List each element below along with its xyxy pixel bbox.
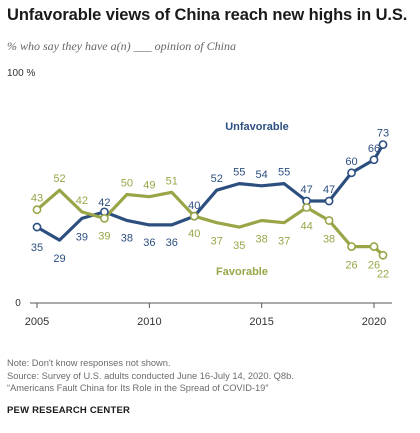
- unfavorable-point: [347, 168, 356, 178]
- favorable-data-label: 44: [300, 221, 312, 233]
- favorable-data-label: 35: [233, 240, 245, 252]
- favorable-data-label: 40: [188, 228, 200, 240]
- unfavorable-data-label: 42: [98, 197, 110, 209]
- unfavorable-data-label: 52: [211, 173, 223, 185]
- unfavorable-data-label: 47: [300, 184, 312, 196]
- x-tick-label: 2020: [362, 316, 386, 328]
- unfavorable-data-label: 29: [53, 253, 65, 265]
- favorable-data-label: 22: [377, 268, 389, 280]
- unfavorable-point: [324, 196, 334, 206]
- favorable-data-label: 38: [256, 234, 268, 246]
- source-organization: PEW RESEARCH CENTER: [7, 405, 131, 416]
- favorable-point: [347, 242, 356, 251]
- unfavorable-data-label: 54: [256, 169, 268, 181]
- favorable-data-label: 26: [368, 260, 380, 272]
- x-tick-label: 2010: [137, 316, 161, 328]
- unfavorable-series-name: Unfavorable: [225, 121, 289, 133]
- unfavorable-data-label: 66: [368, 143, 380, 155]
- favorable-point: [378, 250, 388, 260]
- unfavorable-data-label: 36: [166, 237, 178, 249]
- unfavorable-data-label: 35: [31, 242, 43, 254]
- favorable-data-label: 38: [323, 234, 335, 246]
- note-text: Note: Don't know responses not shown.: [7, 358, 171, 368]
- y-axis-bottom-label: 0: [15, 298, 21, 309]
- chart-title: Unfavorable views of China reach new hig…: [7, 6, 408, 24]
- unfavorable-data-label: 38: [121, 233, 133, 245]
- favorable-data-label: 50: [121, 178, 133, 190]
- unfavorable-series-line: [35, 143, 385, 242]
- unfavorable-point: [378, 140, 388, 149]
- favorable-data-label: 49: [143, 180, 155, 192]
- unfavorable-point: [369, 155, 379, 165]
- unfavorable-point: [32, 222, 42, 232]
- favorable-point: [100, 213, 109, 223]
- favorable-data-label: 39: [98, 230, 110, 242]
- unfavorable-data-label: 55: [233, 167, 245, 179]
- chart-notes: Note: Don't know responses not shown. So…: [7, 357, 294, 395]
- favorable-point: [324, 216, 334, 225]
- favorable-point: [302, 203, 312, 212]
- unfavorable-data-label: 36: [143, 237, 155, 249]
- favorable-series-line: [35, 188, 385, 257]
- favorable-point: [189, 211, 199, 221]
- favorable-data-label: 26: [345, 260, 357, 272]
- x-tick-label: 2005: [25, 316, 49, 328]
- unfavorable-data-label: 73: [377, 128, 389, 140]
- unfavorable-data-label: 40: [188, 200, 200, 212]
- favorable-data-label: 37: [211, 236, 223, 248]
- report-title: “Americans Fault China for Its Role in t…: [7, 383, 269, 393]
- favorable-point: [32, 205, 42, 215]
- x-tick-label: 2015: [249, 316, 273, 328]
- favorable-data-label: 51: [166, 175, 178, 187]
- favorable-data-label: 43: [31, 193, 43, 205]
- y-axis-top-label: 100 %: [7, 68, 35, 79]
- source-text: Source: Survey of U.S. adults conducted …: [7, 370, 294, 381]
- unfavorable-data-label: 39: [76, 231, 88, 243]
- unfavorable-data-label: 60: [345, 156, 357, 168]
- favorable-point: [369, 242, 379, 251]
- favorable-data-label: 52: [53, 173, 65, 185]
- favorable-data-label: 42: [76, 195, 88, 207]
- chart-subtitle: % who say they have a(n) ___ opinion of …: [7, 39, 236, 53]
- unfavorable-data-label: 47: [323, 184, 335, 196]
- favorable-data-label: 37: [278, 236, 290, 248]
- favorable-series-name: Favorable: [216, 266, 268, 278]
- unfavorable-data-label: 55: [278, 167, 290, 179]
- line-chart: 100 % 0 2005 2010 2015 2020 35 29 39 42 38 36 36 40 52…: [7, 68, 392, 328]
